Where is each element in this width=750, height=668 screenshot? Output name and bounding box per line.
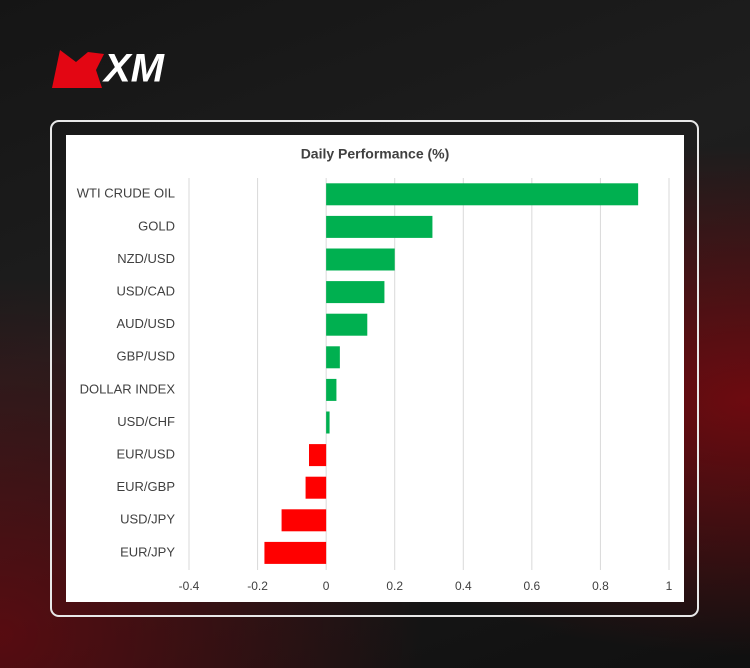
y-tick-label: EUR/JPY <box>120 544 175 559</box>
x-tick-label: 1 <box>666 579 673 593</box>
x-tick-label: 0.6 <box>524 579 541 593</box>
bar <box>326 411 330 434</box>
chart-title: Daily Performance (%) <box>301 146 450 162</box>
x-tick-label: -0.4 <box>179 579 200 593</box>
y-tick-label: USD/JPY <box>120 512 175 527</box>
y-tick-label: EUR/GBP <box>116 479 175 494</box>
x-tick-label: 0.8 <box>592 579 609 593</box>
bar <box>326 215 433 238</box>
y-tick-label: AUD/USD <box>116 316 175 331</box>
panel-border <box>50 120 699 617</box>
y-tick-label: USD/CHF <box>117 414 175 429</box>
bar <box>309 444 327 467</box>
chart-area <box>66 135 684 602</box>
bar <box>326 248 395 271</box>
logo-text: XM <box>102 47 166 91</box>
y-tick-label: NZD/USD <box>117 251 175 266</box>
bar <box>281 509 327 532</box>
bar <box>326 346 340 369</box>
bar <box>264 541 327 564</box>
y-tick-label: WTI CRUDE OIL <box>77 186 175 201</box>
y-tick-label: GBP/USD <box>116 349 175 364</box>
y-tick-label: USD/CAD <box>116 284 175 299</box>
y-tick-label: DOLLAR INDEX <box>80 381 176 396</box>
bar <box>326 183 639 206</box>
bar <box>326 378 337 401</box>
bar <box>326 281 385 304</box>
logo-icon <box>52 50 104 88</box>
x-tick-label: 0.2 <box>386 579 403 593</box>
bar <box>305 476 327 499</box>
bar <box>326 313 368 336</box>
x-tick-label: 0 <box>323 579 330 593</box>
y-tick-label: GOLD <box>138 218 175 233</box>
x-tick-label: -0.2 <box>247 579 268 593</box>
y-tick-label: EUR/USD <box>116 447 175 462</box>
x-tick-label: 0.4 <box>455 579 472 593</box>
